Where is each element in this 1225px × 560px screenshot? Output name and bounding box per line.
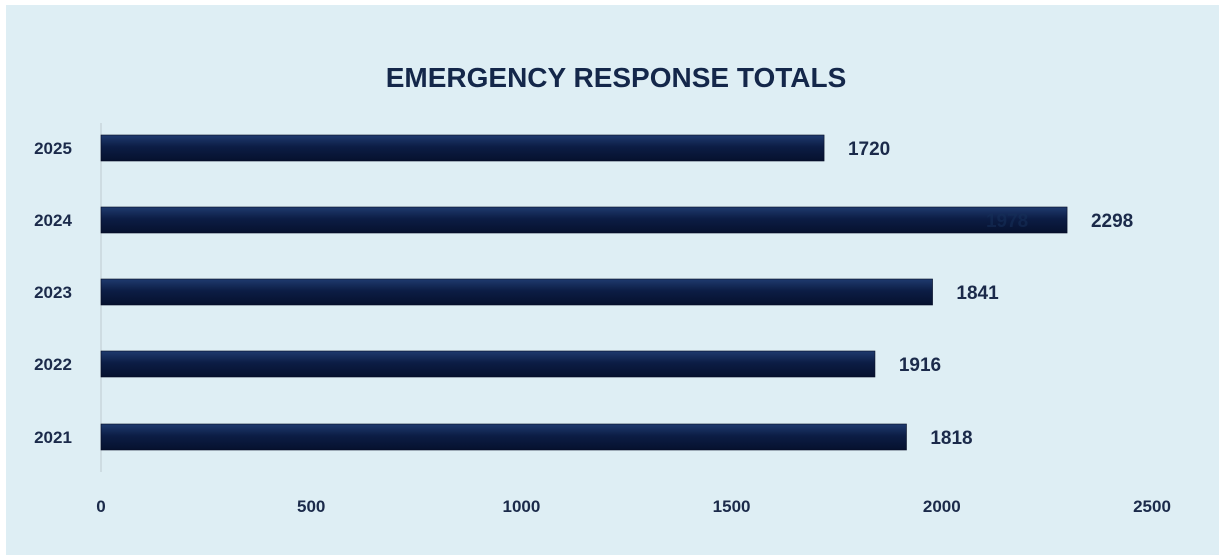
category-label-2023: 2023 [34, 283, 72, 302]
chart-title: EMERGENCY RESPONSE TOTALS [386, 62, 847, 93]
bar-2025 [100, 134, 825, 162]
bar-2023 [100, 278, 933, 306]
bar-2022 [100, 350, 876, 378]
data-label-2023: 1841 [956, 283, 999, 304]
x-tick-label-2000: 2000 [923, 497, 961, 516]
data-label-2024: 2298 [1091, 211, 1133, 232]
bars-group [100, 134, 1068, 451]
x-tick-label-2500: 2500 [1133, 497, 1171, 516]
chart-area: EMERGENCY RESPONSE TOTALS 1818 1916 1841 22… [6, 5, 1219, 555]
bar-2024 [100, 206, 1068, 234]
value-labels-group: 1818 1916 1841 2298 1978 1720 [848, 139, 1133, 449]
x-axis-ticks-group: 0 500 1000 1500 2000 2500 [96, 497, 1171, 516]
category-label-2021: 2021 [34, 428, 72, 447]
category-labels-group: 2021 2022 2023 2024 2025 [34, 139, 72, 447]
x-tick-label-0: 0 [96, 497, 105, 516]
inner-label-2024: 1978 [986, 211, 1028, 232]
data-label-2025: 1720 [848, 139, 890, 160]
data-label-2022: 1916 [899, 355, 941, 376]
category-label-2025: 2025 [34, 139, 72, 158]
x-tick-label-500: 500 [297, 497, 325, 516]
data-label-2021: 1818 [930, 428, 972, 449]
x-tick-label-1000: 1000 [502, 497, 540, 516]
bar-chart: EMERGENCY RESPONSE TOTALS 1818 1916 1841 22… [34, 62, 1171, 516]
bar-2021 [100, 423, 907, 451]
category-label-2024: 2024 [34, 211, 72, 230]
x-tick-label-1500: 1500 [713, 497, 751, 516]
category-label-2022: 2022 [34, 355, 72, 374]
